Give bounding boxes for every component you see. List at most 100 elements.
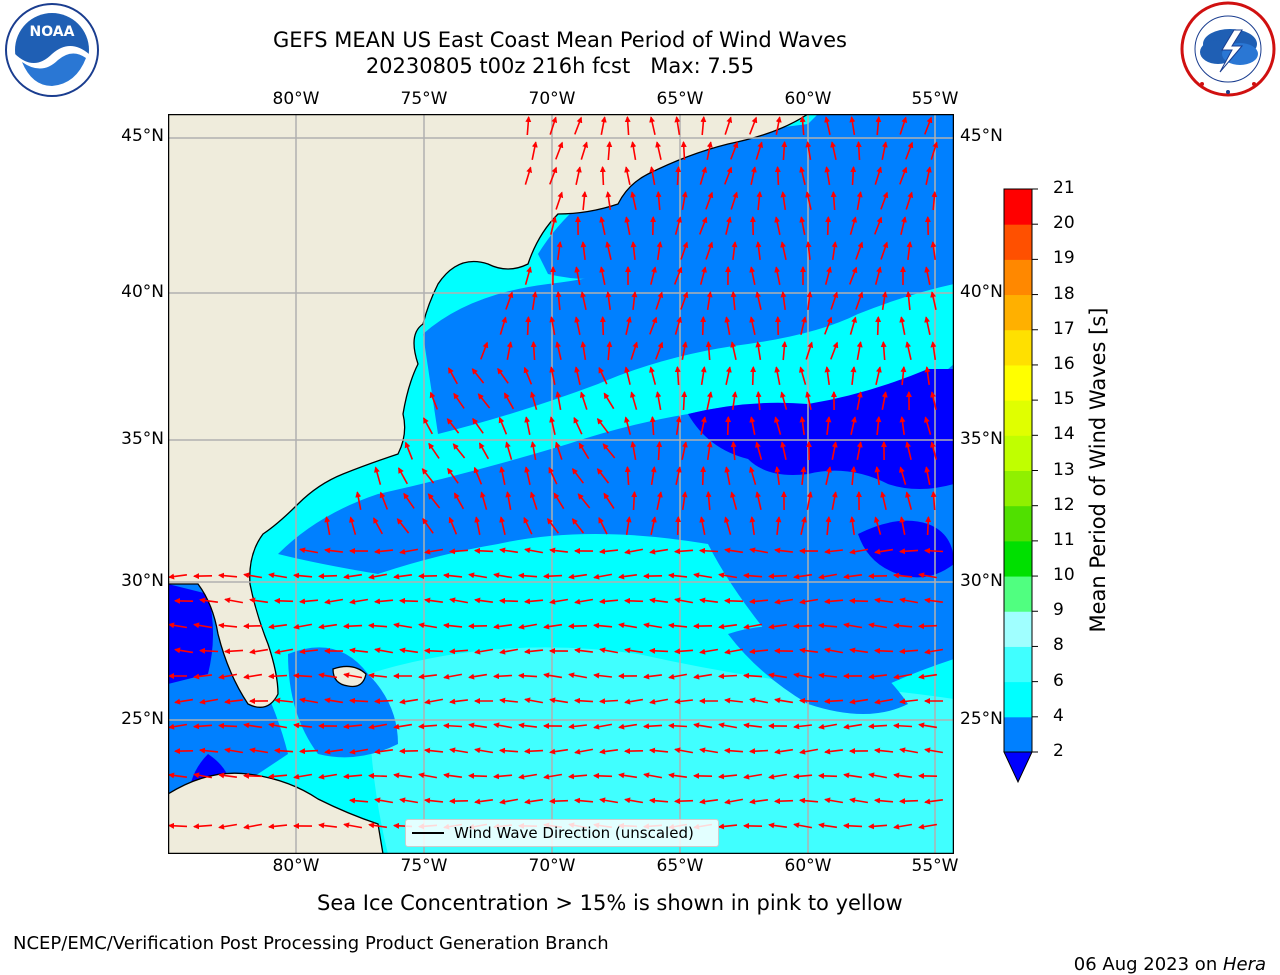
lat-tick-left: 25°N	[94, 709, 164, 729]
lat-tick-left: 30°N	[94, 571, 164, 591]
wind-wave-arrow	[528, 317, 529, 335]
wind-wave-arrow	[650, 651, 668, 652]
colorbar-segment	[1004, 295, 1032, 331]
colorbar-tick-label: 15	[1053, 389, 1075, 409]
colorbar-tick-label: 6	[1053, 671, 1064, 691]
wind-wave-arrow	[753, 367, 754, 385]
wind-wave-arrow	[844, 826, 862, 827]
wind-wave-arrow	[853, 167, 854, 185]
wind-wave-arrow	[634, 492, 635, 510]
wind-wave-arrow	[494, 676, 512, 677]
wind-wave-arrow	[344, 626, 362, 627]
colorbar-segment	[1004, 717, 1032, 753]
colorbar-title: Mean Period of Wind Waves [s]	[1086, 308, 1110, 633]
lat-tick-right: 30°N	[960, 571, 1003, 591]
wind-wave-arrow	[425, 651, 443, 652]
colorbar-tick-label: 21	[1053, 178, 1075, 198]
wind-wave-arrow	[500, 601, 518, 602]
colorbar-tick-label: 12	[1053, 495, 1075, 515]
colorbar-segment	[1004, 576, 1032, 612]
wind-wave-arrow	[775, 801, 793, 802]
lon-tick-top: 60°W	[785, 89, 832, 109]
wind-wave-arrow	[444, 726, 462, 727]
wind-wave-arrow	[900, 801, 918, 802]
wind-wave-arrow	[800, 701, 818, 702]
lon-tick-bottom: 70°W	[529, 856, 576, 876]
wind-wave-arrow	[275, 601, 293, 602]
colorbar-tick-label: 8	[1053, 635, 1064, 655]
colorbar-tick-label: 10	[1053, 565, 1075, 585]
colorbar-tick-label: 4	[1053, 706, 1064, 726]
wind-wave-arrow	[728, 417, 729, 435]
lon-tick-top: 65°W	[657, 89, 704, 109]
wind-wave-arrow	[219, 726, 237, 727]
wind-wave-arrow	[625, 601, 643, 602]
host-text: Hera	[1223, 954, 1266, 975]
lat-tick-left: 35°N	[94, 429, 164, 449]
colorbar-tick-label: 2	[1053, 741, 1064, 761]
wind-wave-arrow	[469, 776, 487, 777]
generation-date: 06 Aug 2023 on Hera	[1062, 933, 1266, 975]
colorbar-tick-label: 11	[1053, 530, 1075, 550]
wind-wave-arrow	[200, 651, 218, 652]
wind-wave-arrow	[244, 776, 262, 777]
chart-title: GEFS MEAN US East Coast Mean Period of W…	[160, 27, 960, 79]
wind-wave-arrow	[925, 551, 943, 552]
wind-wave-arrow	[725, 601, 743, 602]
lat-tick-right: 25°N	[960, 709, 1003, 729]
colorbar-segment	[1004, 646, 1032, 682]
wave-period-map	[168, 114, 954, 854]
noaa-logo-text: NOAA	[30, 24, 75, 40]
colorbar-segment	[1004, 400, 1032, 436]
wind-wave-arrow	[675, 801, 693, 802]
lon-tick-top: 55°W	[912, 89, 959, 109]
lon-tick-bottom: 65°W	[657, 856, 704, 876]
colorbar-segment	[1004, 435, 1032, 471]
lon-tick-top: 80°W	[273, 89, 320, 109]
wind-wave-arrow	[928, 517, 929, 535]
wind-wave-arrow	[850, 601, 868, 602]
wind-wave-arrow	[819, 776, 837, 777]
colorbar-tick-label: 17	[1053, 319, 1075, 339]
wind-wave-arrow	[875, 651, 893, 652]
colorbar-segment	[1004, 611, 1032, 647]
colorbar-segment	[1004, 471, 1032, 507]
wind-wave-arrow	[603, 317, 604, 335]
wind-wave-arrow	[878, 317, 879, 335]
colorbar-tick-label: 18	[1053, 284, 1075, 304]
colorbar-under-triangle	[1004, 752, 1032, 782]
lat-tick-left: 40°N	[94, 282, 164, 302]
wind-wave-arrow	[678, 517, 679, 535]
lat-tick-right: 45°N	[960, 126, 1003, 146]
wind-wave-arrow	[659, 442, 660, 460]
colorbar	[1000, 186, 1050, 786]
wind-wave-arrow	[319, 576, 337, 577]
lat-tick-right: 40°N	[960, 282, 1003, 302]
wind-wave-arrow	[769, 576, 787, 577]
nws-logo	[1178, 0, 1278, 98]
wind-wave-arrow	[475, 551, 493, 552]
wind-wave-arrow	[703, 467, 704, 485]
colorbar-tick-label: 20	[1053, 213, 1075, 233]
map-legend: Wind Wave Direction (unscaled)	[405, 819, 719, 847]
wind-wave-arrow	[400, 601, 418, 602]
colorbar-tick-label: 16	[1053, 354, 1075, 374]
wind-wave-arrow	[300, 751, 318, 752]
legend-line-swatch	[412, 832, 444, 834]
sea-ice-note: Sea Ice Concentration > 15% is shown in …	[317, 891, 903, 915]
wind-wave-arrow	[375, 701, 393, 702]
credit-text: NCEP/EMC/Verification Post Processing Pr…	[13, 933, 609, 954]
colorbar-tick-label: 14	[1053, 424, 1075, 444]
wind-wave-arrow	[700, 551, 718, 552]
colorbar-segment	[1004, 541, 1032, 577]
wind-wave-arrow	[369, 776, 387, 777]
date-text: 06 Aug 2023 on	[1074, 954, 1223, 975]
lon-tick-top: 75°W	[401, 89, 448, 109]
lon-tick-bottom: 80°W	[273, 856, 320, 876]
wind-wave-arrow	[550, 801, 568, 802]
wind-wave-arrow	[750, 751, 768, 752]
lon-tick-bottom: 55°W	[912, 856, 959, 876]
colorbar-segment	[1004, 259, 1032, 295]
wind-wave-arrow	[544, 576, 562, 577]
wind-wave-arrow	[778, 167, 779, 185]
